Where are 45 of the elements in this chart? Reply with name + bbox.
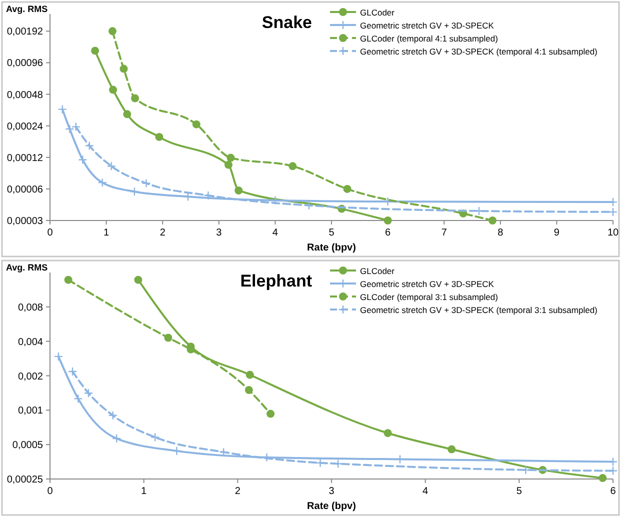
y-tick-label: 0,00096	[6, 58, 44, 70]
legend-label: GLCoder	[360, 8, 395, 18]
y-axis-title: Avg. RMS	[6, 262, 48, 272]
y-tick-label: 0,004	[18, 336, 44, 348]
legend-label: GLCoder	[360, 266, 395, 276]
x-tick-label: 6	[610, 486, 616, 497]
y-tick-label: 0,00024	[6, 121, 44, 132]
x-tick-label: 6	[385, 228, 392, 238]
y-tick-label: 0,00048	[6, 90, 44, 101]
chart-title: Snake	[262, 13, 312, 32]
x-axis-title: Rate (bpv)	[307, 242, 356, 254]
y-axis-title: Avg. RMS	[6, 4, 48, 14]
x-tick-label: 9	[554, 228, 560, 238]
y-tick-label: 0,008	[18, 302, 44, 314]
x-axis-title: Rate (bpv)	[307, 501, 356, 512]
x-tick-label: 8	[498, 228, 504, 238]
legend-label: Geometric stretch GV + 3D-SPECK	[360, 20, 494, 30]
x-tick-label: 5	[516, 486, 522, 497]
x-tick-label: 1	[141, 486, 148, 497]
legend-label: Geometric stretch GV + 3D-SPECK (temporal 3:1 subsampled)	[360, 305, 598, 315]
legend-label: Geometric stretch GV + 3D-SPECK (temporal 4:1 subsampled)	[360, 46, 598, 56]
y-tick-label: 0,00003	[6, 216, 44, 227]
y-tick-label: 0,00012	[6, 152, 44, 164]
x-tick-label: 4	[422, 486, 429, 497]
x-tick-label: 3	[328, 486, 335, 497]
x-tick-label: 2	[160, 228, 166, 238]
y-tick-label: 0,00025	[6, 474, 44, 486]
x-tick-label: 1	[104, 228, 110, 238]
y-tick-label: 0,0005	[12, 440, 44, 452]
x-tick-label: 3	[216, 228, 222, 238]
legend-label: GLCoder (temporal 3:1 subsampled)	[360, 292, 498, 302]
legend-label: GLCoder (temporal 4:1 subsampled)	[360, 34, 498, 44]
y-tick-label: 0,002	[18, 371, 44, 382]
x-tick-label: 5	[328, 228, 335, 238]
legend-label: Geometric stretch GV + 3D-SPECK	[360, 279, 494, 289]
x-tick-label: 4	[272, 228, 278, 238]
chart-title: Elephant	[240, 272, 312, 290]
y-tick-label: 0,001	[18, 406, 44, 417]
x-tick-label: 10	[607, 228, 619, 238]
y-tick-label: 0,00192	[6, 26, 44, 38]
x-tick-label: 2	[234, 486, 241, 497]
x-tick-label: 0	[47, 228, 54, 238]
x-tick-label: 7	[441, 228, 448, 238]
x-tick-label: 0	[47, 486, 54, 497]
y-tick-label: 0,00006	[6, 184, 44, 196]
